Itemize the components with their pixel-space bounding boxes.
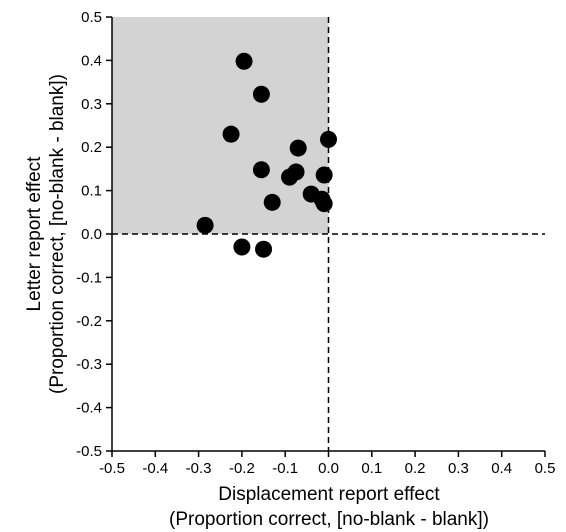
x-tick-label: 0.1: [361, 460, 382, 477]
y-tick-label: 0.1: [81, 183, 102, 200]
x-tick-label: -0.3: [186, 460, 212, 477]
x-tick-label: -0.4: [142, 460, 168, 477]
data-point: [255, 240, 273, 258]
x-tick-label: 0.4: [491, 460, 512, 477]
data-point: [233, 238, 251, 256]
data-points: [196, 52, 337, 258]
y-tick-label: 0.3: [81, 96, 102, 113]
data-point: [263, 193, 281, 211]
data-point: [315, 166, 333, 184]
axes: 0.50.40.30.20.10.0-0.1-0.2-0.3-0.4-0.5-0…: [76, 9, 555, 477]
y-axis-title-line1: Letter report effect: [24, 156, 45, 312]
axis-titles: Displacement report effect (Proportion c…: [24, 74, 489, 530]
y-tick-label: 0.4: [81, 52, 102, 69]
data-point: [289, 139, 307, 157]
data-point: [252, 161, 270, 179]
positive-letter-negative-displacement-region: [112, 17, 329, 234]
y-tick-label: -0.2: [76, 313, 102, 330]
data-point: [315, 195, 333, 213]
data-point: [281, 168, 299, 186]
x-tick-label: 0.5: [535, 460, 556, 477]
y-tick-label: -0.1: [76, 269, 102, 286]
x-axis-title-line2: (Proportion correct, [no-blank - blank]): [169, 509, 489, 530]
y-tick-label: -0.3: [76, 356, 102, 373]
y-tick-label: -0.5: [76, 443, 102, 460]
y-axis-title-line2: (Proportion correct, [no-blank - blank]): [47, 74, 68, 394]
x-axis-title-line1: Displacement report effect: [218, 484, 440, 505]
data-point: [320, 130, 337, 148]
data-point: [196, 216, 214, 234]
x-tick-label: 0.0: [318, 460, 339, 477]
x-tick-label: 0.3: [448, 460, 469, 477]
zero-reference-lines: [112, 17, 545, 451]
y-tick-label: 0.2: [81, 139, 102, 156]
y-tick-label: 0.0: [81, 226, 102, 243]
data-point: [252, 85, 270, 103]
x-tick-label: 0.2: [405, 460, 426, 477]
x-tick-label: -0.1: [272, 460, 298, 477]
data-point: [235, 52, 253, 70]
y-tick-label: -0.4: [76, 400, 102, 417]
x-tick-label: -0.2: [229, 460, 255, 477]
data-point: [222, 125, 240, 143]
y-tick-label: 0.5: [81, 9, 102, 26]
x-tick-label: -0.5: [99, 460, 125, 477]
